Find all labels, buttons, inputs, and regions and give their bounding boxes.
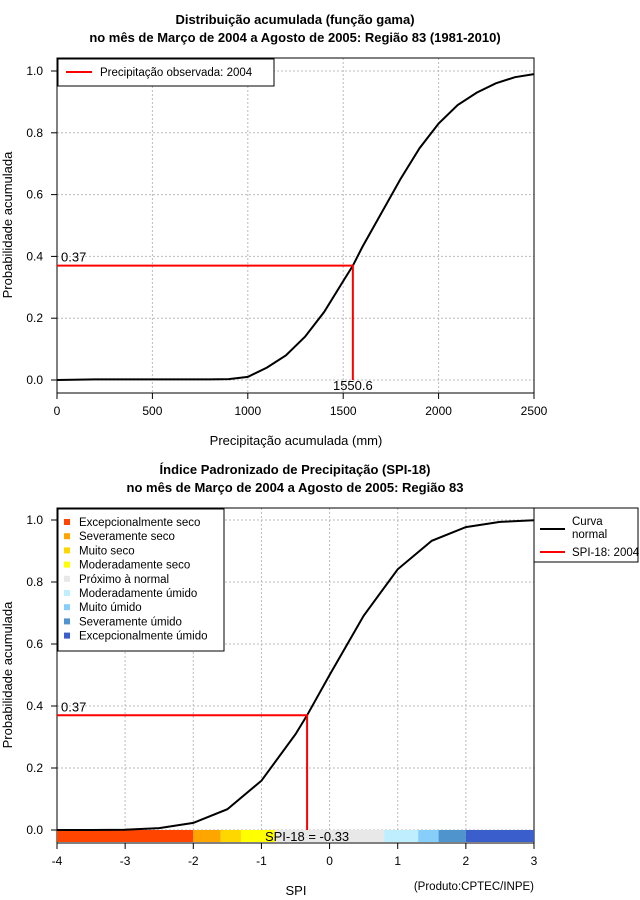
- chart-title-line2: no mês de Março de 2004 a Agosto de 2005…: [89, 30, 500, 45]
- y-tick-label: 0.4: [26, 699, 43, 713]
- spi-band-moderadamente-mido: [384, 830, 419, 842]
- x-tick-label: -2: [188, 854, 199, 868]
- y-tick-label: 0.0: [26, 823, 43, 837]
- x-tick-label: 3: [531, 854, 538, 868]
- legend-label: Severamente seco: [79, 531, 175, 543]
- marker-y-label: 0.37: [61, 699, 86, 714]
- y-tick-label: 0.2: [26, 311, 43, 325]
- x-tick-label: -3: [120, 854, 131, 868]
- x-tick-label: 1500: [330, 404, 357, 418]
- x-tick-label: 2000: [425, 404, 452, 418]
- spi-band-excepcionalmente-mido: [465, 830, 534, 842]
- legend-label: SPI-18: 2004: [572, 547, 640, 559]
- legend-label: Precipitação observada: 2004: [100, 67, 253, 79]
- legend-label: Excepcionalmente úmido: [79, 631, 208, 643]
- y-tick-label: 1.0: [26, 513, 43, 527]
- x-tick-label: 0: [54, 404, 61, 418]
- legend-label: Próximo à normal: [79, 574, 169, 586]
- y-tick-label: 0.6: [26, 637, 43, 651]
- category-legend-box: [57, 508, 225, 652]
- legend-swatch: [64, 533, 70, 540]
- legend-box: [57, 58, 275, 87]
- legend-label: Excepcionalmente seco: [79, 517, 200, 529]
- legend-label: Moderadamente seco: [79, 560, 190, 572]
- plot-frame: [56, 507, 535, 844]
- legend-label: Muito seco: [79, 545, 135, 557]
- plot-frame: [56, 57, 535, 394]
- marker-y-label: 0.37: [61, 250, 86, 265]
- spi-band-muito-mido: [418, 830, 439, 842]
- x-tick-label: -1: [256, 854, 267, 868]
- y-tick-label: 0.2: [26, 761, 43, 775]
- credit-text: (Produto:CPTEC/INPE): [414, 881, 534, 893]
- chart-title-line1: Índice Padronizado de Precipitação (SPI-…: [160, 462, 431, 477]
- legend-label: Severamente úmido: [79, 616, 182, 628]
- x-tick-label: 1000: [234, 404, 261, 418]
- observed-marker-line: [57, 714, 309, 830]
- legend-label: Moderadamente úmido: [79, 588, 197, 600]
- legend-swatch: [64, 618, 70, 625]
- legend-swatch: [64, 604, 70, 611]
- spi-band-severamente-seco: [193, 830, 221, 842]
- cdf-curve: [56, 519, 535, 831]
- spi-band-severamente-mido: [438, 830, 466, 842]
- legend-label: normal: [572, 529, 607, 541]
- x-tick-label: 2500: [521, 404, 548, 418]
- x-tick-label: -4: [52, 854, 63, 868]
- x-tick-label: 1: [394, 854, 401, 868]
- spi-band-excepcionalmente-seco: [57, 830, 194, 842]
- spi-band-pr-ximo-normal: [275, 830, 385, 842]
- legend-swatch: [64, 519, 70, 525]
- spi-value-label: SPI-18 = -0.33: [265, 829, 349, 844]
- spi-normal-chart: Índice Padronizado de Precipitação (SPI-…: [0, 462, 640, 898]
- x-axis-label: Precipitação acumulada (mm): [210, 433, 383, 448]
- y-axis-label: Probabilidade acumulada: [0, 151, 15, 298]
- y-tick-label: 0.8: [26, 575, 43, 589]
- legend-swatch: [64, 547, 70, 554]
- observed-marker-line: [57, 264, 354, 380]
- x-axis-label: SPI: [286, 883, 307, 898]
- x-tick-label: 500: [142, 404, 162, 418]
- spi-band-muito-seco: [220, 830, 241, 842]
- chart-title-line2: no mês de Março de 2004 a Agosto de 2005…: [127, 480, 464, 495]
- legend-label: Curva: [572, 516, 603, 528]
- legend-swatch: [64, 632, 70, 639]
- y-tick-label: 0.6: [26, 188, 43, 202]
- x-tick-label: 0: [326, 854, 333, 868]
- legend-swatch: [64, 561, 70, 568]
- y-axis-label: Probabilidade acumulada: [0, 601, 15, 748]
- cdf-curve: [56, 73, 535, 381]
- legend-swatch: [64, 590, 70, 596]
- y-tick-label: 1.0: [26, 64, 43, 78]
- chart-title-line1: Distribuição acumulada (função gama): [175, 12, 414, 27]
- y-tick-label: 0.8: [26, 126, 43, 140]
- legend-label: Muito úmido: [79, 602, 142, 614]
- x-tick-label: 2: [463, 854, 470, 868]
- y-tick-label: 0.0: [26, 373, 43, 387]
- gamma-cdf-chart: Distribuição acumulada (função gama) no …: [0, 12, 548, 448]
- legend-swatch: [64, 575, 70, 582]
- marker-x-label: 1550.6: [333, 378, 373, 393]
- y-tick-label: 0.4: [26, 249, 43, 263]
- spi-band-moderadamente-seco: [240, 830, 276, 842]
